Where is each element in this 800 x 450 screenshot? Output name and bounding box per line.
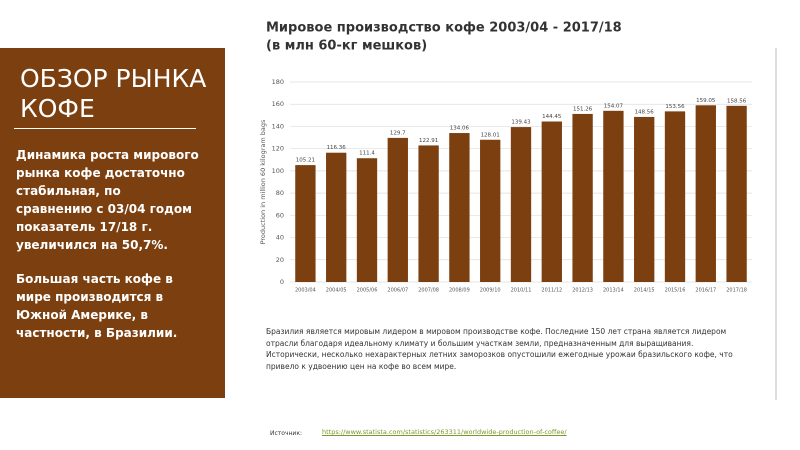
paragraph: Динамика роста мирового рынка кофе доста… bbox=[16, 148, 199, 252]
y-axis-label: Production in million 60 kilogram bags bbox=[259, 119, 267, 244]
bar bbox=[387, 137, 408, 282]
x-tick-label: 2007/08 bbox=[418, 288, 439, 294]
value-label: 111.4 bbox=[359, 151, 375, 157]
value-label: 128.01 bbox=[481, 132, 500, 138]
caption: Бразилия является мировым лидером в миро… bbox=[266, 327, 733, 371]
value-label: 151.26 bbox=[573, 106, 593, 112]
value-label: 105.21 bbox=[296, 158, 315, 164]
value-label: 153.56 bbox=[665, 104, 685, 110]
x-tick-label: 2011/12 bbox=[541, 288, 562, 294]
heading-line: ОБЗОР РЫНКА bbox=[20, 64, 207, 93]
x-tick-label: 2014/15 bbox=[634, 288, 655, 294]
value-label: 139.43 bbox=[511, 120, 531, 126]
panel-heading: ОБЗОР РЫНКА КОФЕ bbox=[20, 64, 206, 124]
y-tick-label: 140 bbox=[272, 122, 284, 130]
x-tick-label: 2003/04 bbox=[295, 288, 316, 294]
bar bbox=[510, 127, 532, 282]
value-label: 144.45 bbox=[542, 114, 562, 120]
bar bbox=[664, 111, 686, 282]
y-tick-label: 60 bbox=[276, 211, 284, 219]
paragraph: Большая часть кофе в мире производится в… bbox=[16, 272, 178, 340]
y-tick-label: 40 bbox=[276, 234, 284, 242]
side-panel: ОБЗОР РЫНКА КОФЕ Динамика роста мирового … bbox=[0, 48, 225, 398]
x-tick-label: 2004/05 bbox=[326, 288, 347, 294]
source-label: Источник: bbox=[270, 430, 302, 437]
x-tick-label: 2009/10 bbox=[480, 288, 501, 294]
y-tick-label: 80 bbox=[276, 189, 284, 197]
x-tick-label: 2015/16 bbox=[665, 288, 686, 294]
bar bbox=[695, 105, 716, 283]
bar bbox=[634, 116, 655, 282]
bar bbox=[603, 110, 624, 282]
bar bbox=[480, 139, 501, 282]
bar bbox=[295, 165, 316, 282]
bar bbox=[541, 121, 562, 282]
bar bbox=[572, 113, 593, 282]
chart-title: Мировое производство кофе 2003/04 - 2017… bbox=[266, 21, 622, 36]
x-tick-label: 2005/06 bbox=[357, 288, 378, 294]
y-tick-label: 160 bbox=[272, 100, 284, 108]
y-tick-label: 0 bbox=[280, 278, 284, 286]
value-label: 159.05 bbox=[696, 98, 716, 104]
x-tick-label: 2016/17 bbox=[695, 288, 716, 294]
bar bbox=[418, 145, 439, 282]
x-tick-label: 2008/09 bbox=[449, 288, 470, 294]
x-tick-label: 2010/11 bbox=[511, 288, 532, 294]
y-tick-label: 120 bbox=[272, 145, 284, 153]
value-label: 148.56 bbox=[635, 109, 655, 115]
value-label: 134.06 bbox=[450, 126, 470, 132]
bar bbox=[326, 152, 347, 282]
bar bbox=[449, 133, 470, 282]
value-label: 158.56 bbox=[727, 98, 747, 104]
value-label: 129.7 bbox=[390, 130, 406, 136]
y-tick-label: 180 bbox=[272, 78, 284, 86]
bar bbox=[356, 158, 378, 282]
x-tick-label: 2017/18 bbox=[726, 288, 747, 294]
value-label: 154.07 bbox=[604, 103, 624, 109]
heading-line: КОФЕ bbox=[20, 94, 95, 123]
rule bbox=[14, 128, 196, 129]
x-tick-label: 2013/14 bbox=[603, 288, 624, 294]
y-tick-label: 100 bbox=[272, 167, 284, 175]
y-tick-label: 20 bbox=[276, 256, 284, 264]
bar bbox=[726, 105, 747, 282]
chart-subtitle: (в млн 60-кг мешков) bbox=[266, 39, 427, 54]
value-label: 122.91 bbox=[419, 138, 438, 144]
source-link[interactable]: https://www.statista.com/statistics/2633… bbox=[322, 428, 567, 436]
x-tick-label: 2012/13 bbox=[572, 288, 593, 294]
x-tick-label: 2006/07 bbox=[387, 288, 408, 294]
value-label: 116.36 bbox=[327, 145, 347, 151]
